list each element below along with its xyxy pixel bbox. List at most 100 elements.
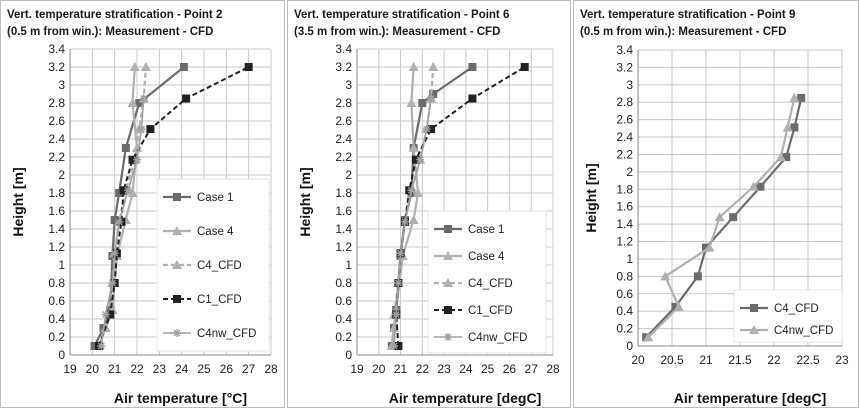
- data-point: [110, 216, 119, 224]
- chart-panel-point9: Vert. temperature stratification - Point…: [573, 0, 859, 408]
- y-tick-label: 1.4: [335, 222, 352, 236]
- data-point: [121, 144, 130, 152]
- legend-swatch-marker: [749, 325, 759, 334]
- y-tick-label: 3.4: [335, 42, 352, 56]
- legend-swatch-marker: [750, 304, 758, 312]
- data-point: [671, 302, 680, 311]
- y-tick-label: 2.6: [335, 114, 352, 128]
- data-point: [146, 125, 155, 134]
- x-tick-label: 24: [459, 362, 473, 376]
- x-tick-label: 22: [767, 353, 781, 367]
- y-tick-label: 0.6: [616, 287, 633, 301]
- data-point: [101, 310, 110, 319]
- data-point: [408, 143, 419, 152]
- legend-swatch-marker: [443, 278, 453, 287]
- data-point: [428, 62, 439, 71]
- y-tick-label: 1.4: [616, 217, 633, 231]
- legend-swatch-marker: [172, 226, 182, 235]
- data-point: [407, 186, 416, 195]
- y-tick-label: 3: [58, 78, 65, 92]
- data-point: [127, 98, 138, 107]
- y-tick-label: 2.2: [616, 147, 633, 161]
- legend-swatch-marker: [172, 260, 182, 269]
- series-c4nw-cfd: [97, 94, 148, 350]
- chart-title-line: Vert. temperature stratification - Point…: [580, 9, 795, 21]
- x-tick-label: 21.5: [728, 353, 752, 367]
- y-tick-label: 3.4: [616, 43, 633, 57]
- data-point: [115, 189, 124, 197]
- data-point: [408, 62, 419, 71]
- data-point: [673, 301, 684, 311]
- y-tick-label: 0.6: [335, 294, 352, 308]
- x-axis-label: Air temperature [degC]: [389, 390, 541, 406]
- y-tick-label: 2: [626, 165, 633, 179]
- y-tick-label: 2.6: [48, 114, 65, 128]
- y-tick-label: 0.2: [48, 330, 65, 344]
- y-tick-label: 1: [58, 258, 65, 272]
- data-point: [660, 271, 671, 281]
- y-tick-label: 2: [58, 168, 65, 182]
- data-point: [128, 155, 137, 164]
- legend-entry: C4nw_CFD: [468, 332, 527, 344]
- chart-point9: Vert. temperature stratification - Point…: [580, 9, 849, 406]
- data-point: [412, 188, 423, 197]
- data-point: [394, 279, 403, 287]
- series-c4nw-cfd: [390, 94, 436, 350]
- y-axis-label: Height [m]: [583, 163, 599, 232]
- y-tick-label: 2.4: [48, 132, 65, 146]
- legend: Case 1 Case 4 C4_CFD C1_CFD C4nw_CFD: [156, 178, 270, 352]
- data-point: [106, 310, 115, 319]
- x-tick-label: 20: [631, 353, 645, 367]
- y-tick-label: 2.2: [335, 150, 352, 164]
- y-tick-label: 0.8: [335, 276, 352, 290]
- chart-panel-point6: Vert. temperature stratification - Point…: [287, 0, 571, 408]
- y-tick-label: 1.4: [48, 222, 65, 236]
- x-tick-label: 25: [197, 362, 211, 376]
- x-axis-label: Air temperature [°C]: [114, 390, 247, 406]
- data-point: [408, 215, 419, 224]
- data-point: [90, 342, 99, 350]
- chart-title-line: (3.5 m from win.): Measurement - CFD: [294, 26, 500, 38]
- data-point: [429, 90, 438, 98]
- data-point: [124, 186, 133, 195]
- y-tick-label: 1.6: [335, 204, 352, 218]
- legend-swatch-marker: [173, 329, 181, 337]
- x-tick-label: 25: [481, 362, 495, 376]
- y-tick-label: 2.8: [48, 96, 65, 110]
- legend-entry: C4_CFD: [197, 260, 242, 272]
- y-tick-label: 0: [626, 339, 633, 353]
- series-c4nw-cfd: [643, 92, 800, 342]
- data-point: [108, 279, 117, 287]
- x-tick-label: 20.5: [660, 353, 684, 367]
- legend: C4_CFD C4nw_CFD: [733, 289, 843, 343]
- chart-title-line: Vert. temperature stratification - Point…: [294, 9, 509, 21]
- y-tick-label: 0.8: [616, 269, 633, 283]
- data-point: [140, 62, 151, 71]
- y-tick-label: 2.6: [616, 113, 633, 127]
- data-point: [119, 186, 128, 195]
- data-point: [394, 342, 403, 350]
- x-tick-label: 19: [63, 362, 77, 376]
- y-tick-label: 0.2: [616, 322, 633, 336]
- legend-swatch-marker: [444, 306, 452, 314]
- y-tick-label: 1.6: [48, 204, 65, 218]
- y-tick-label: 1: [626, 252, 633, 266]
- data-point: [427, 94, 436, 103]
- data-point: [97, 342, 106, 350]
- data-point: [110, 249, 119, 258]
- legend-swatch-marker: [444, 333, 452, 341]
- x-tick-label: 27: [525, 362, 539, 376]
- data-point: [427, 125, 436, 134]
- data-point: [729, 213, 738, 222]
- y-tick-label: 0.6: [48, 294, 65, 308]
- legend-entry: C4nw_CFD: [774, 325, 833, 337]
- y-tick-label: 0: [58, 348, 65, 362]
- data-point: [400, 217, 409, 226]
- y-tick-label: 0.4: [616, 304, 633, 318]
- data-point: [137, 125, 146, 134]
- y-tick-label: 0.8: [48, 276, 65, 290]
- y-tick-label: 1.8: [335, 186, 352, 200]
- legend-entry: C4_CFD: [774, 303, 819, 315]
- data-point: [135, 99, 144, 107]
- legend-entry: C4_CFD: [468, 278, 513, 290]
